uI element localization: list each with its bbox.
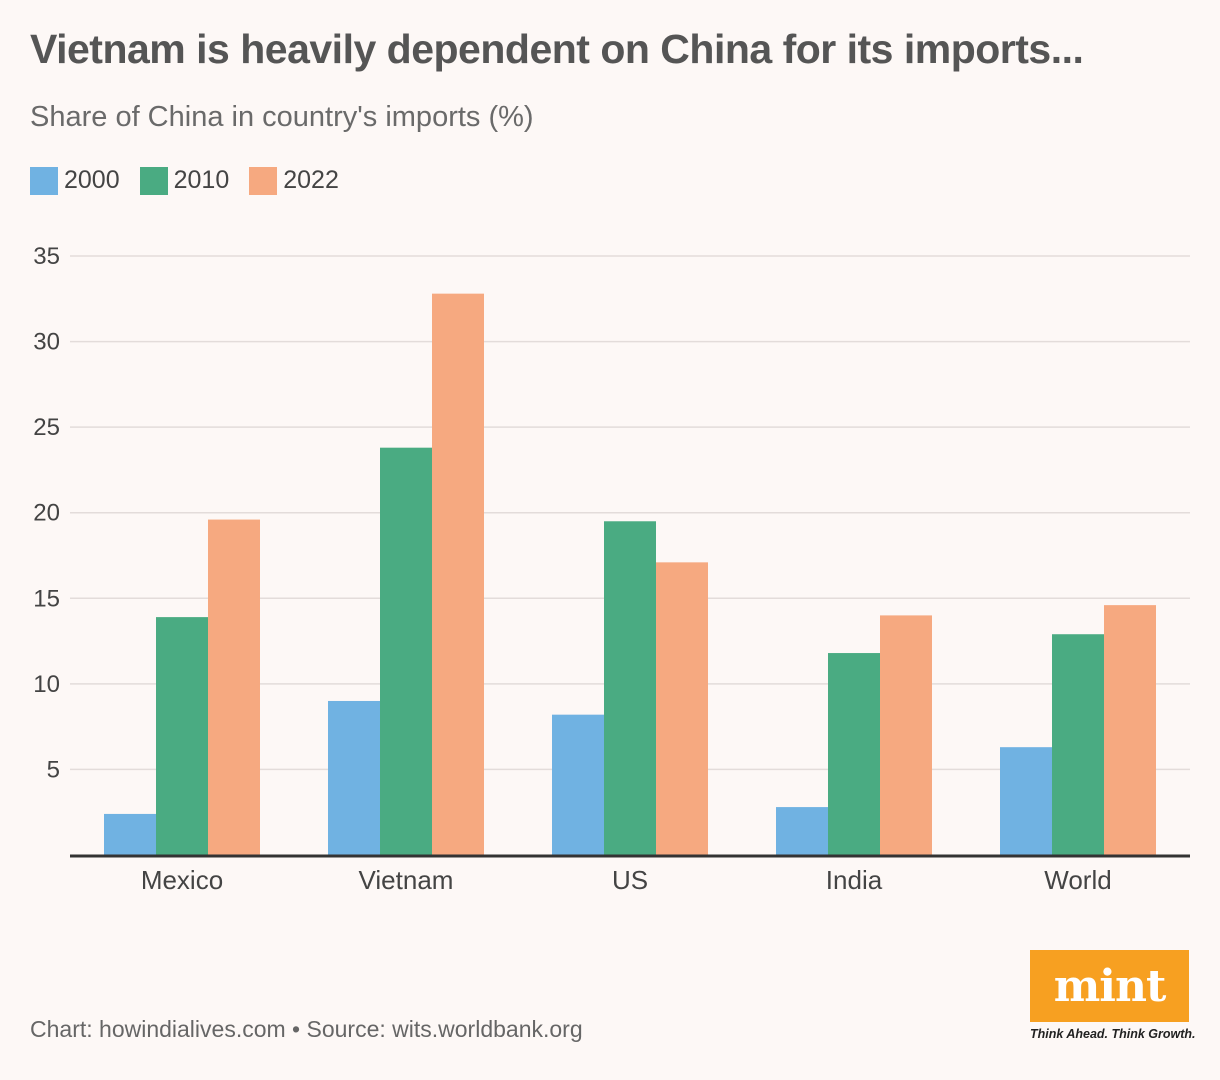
mint-logo: mint	[1030, 950, 1189, 1022]
bar-india-2022	[880, 615, 932, 855]
legend-swatch-2022	[249, 166, 278, 195]
bar-world-2022	[1104, 605, 1156, 855]
legend-item-2000: 2000	[30, 166, 120, 195]
bar-mexico-2000	[104, 813, 156, 855]
y-tick-label-30: 30	[33, 329, 60, 356]
y-tick-label-5: 5	[47, 756, 60, 783]
bar-mexico-2022	[208, 519, 260, 855]
bar-us-2010	[604, 521, 656, 855]
y-tick-label-25: 25	[33, 414, 60, 441]
source-credit: Chart: howindialives.com • Source: wits.…	[30, 1016, 583, 1042]
bar-us-2022	[656, 562, 708, 855]
mint-tagline: Think Ahead. Think Growth.	[1030, 1027, 1196, 1041]
bar-vietnam-2022	[432, 293, 484, 855]
x-category-label-india: India	[826, 865, 883, 895]
bar-world-2000	[1000, 747, 1052, 855]
chart-subtitle: Share of China in country's imports (%)	[30, 101, 534, 133]
bar-vietnam-2000	[328, 700, 380, 855]
y-tick-label-20: 20	[33, 500, 60, 527]
legend: 2000 2010 2022	[30, 166, 339, 195]
mint-logo-text: mint	[1053, 960, 1167, 1012]
chart-title: Vietnam is heavily dependent on China fo…	[30, 26, 1084, 72]
x-category-label-mexico: Mexico	[141, 865, 223, 895]
bar-mexico-2010	[156, 617, 208, 855]
y-tick-label-10: 10	[33, 671, 60, 698]
bar-india-2010	[828, 653, 880, 855]
x-category-label-vietnam: Vietnam	[359, 865, 454, 895]
bar-world-2010	[1052, 634, 1104, 855]
legend-label-2010: 2010	[173, 166, 230, 194]
y-tick-label-15: 15	[33, 585, 60, 612]
x-category-label-world: World	[1044, 865, 1111, 895]
legend-label-2000: 2000	[64, 166, 120, 194]
legend-item-2022: 2022	[249, 166, 339, 195]
y-tick-label-35: 35	[33, 243, 60, 270]
x-category-label-us: US	[612, 865, 648, 895]
bar-us-2000	[552, 714, 604, 855]
legend-swatch-2010	[139, 166, 168, 195]
bar-india-2000	[776, 807, 828, 855]
bar-vietnam-2010	[380, 447, 432, 855]
legend-item-2010: 2010	[139, 166, 230, 195]
legend-swatch-2000	[30, 166, 58, 195]
legend-label-2022: 2022	[283, 166, 339, 194]
